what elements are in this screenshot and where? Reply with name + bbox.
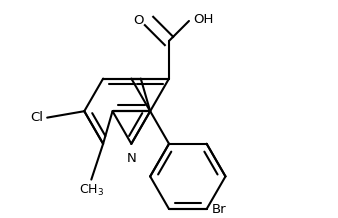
Text: Br: Br [212,203,226,216]
Text: Cl: Cl [30,111,43,124]
Text: CH$_3$: CH$_3$ [79,183,104,198]
Text: N: N [126,152,136,165]
Text: OH: OH [193,13,213,26]
Text: O: O [134,14,144,27]
